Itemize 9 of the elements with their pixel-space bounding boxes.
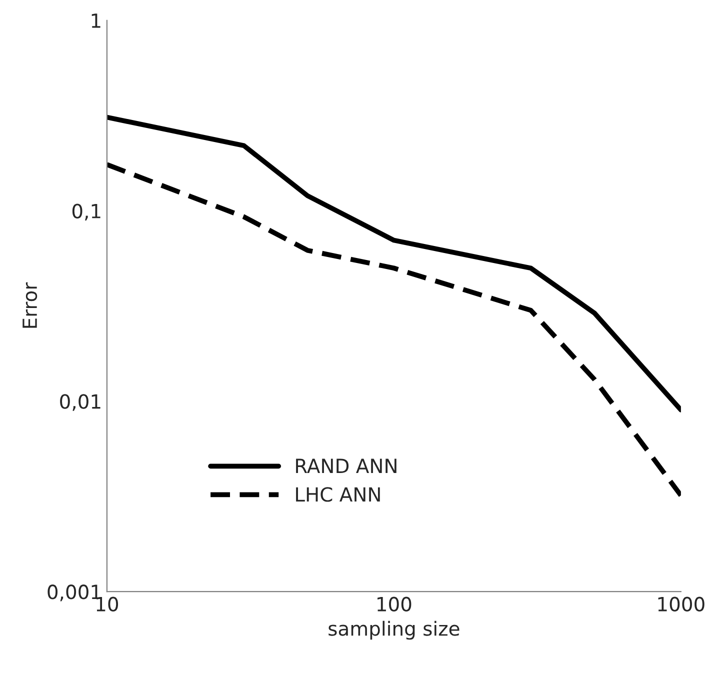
x-axis-title: sampling size [328, 620, 460, 640]
y-tick-label: 1 [92, 14, 100, 28]
y-tick-label: 0,1 [72, 204, 100, 220]
y-axis-title: Error [22, 282, 38, 328]
legend-label: RAND ANN [296, 458, 396, 473]
y-tick-label: 0,01 [60, 394, 100, 411]
x-tick-label: 100 [378, 596, 412, 612]
x-tick-label: 1000 [658, 596, 704, 612]
legend-label: LHC ANN [296, 487, 380, 502]
